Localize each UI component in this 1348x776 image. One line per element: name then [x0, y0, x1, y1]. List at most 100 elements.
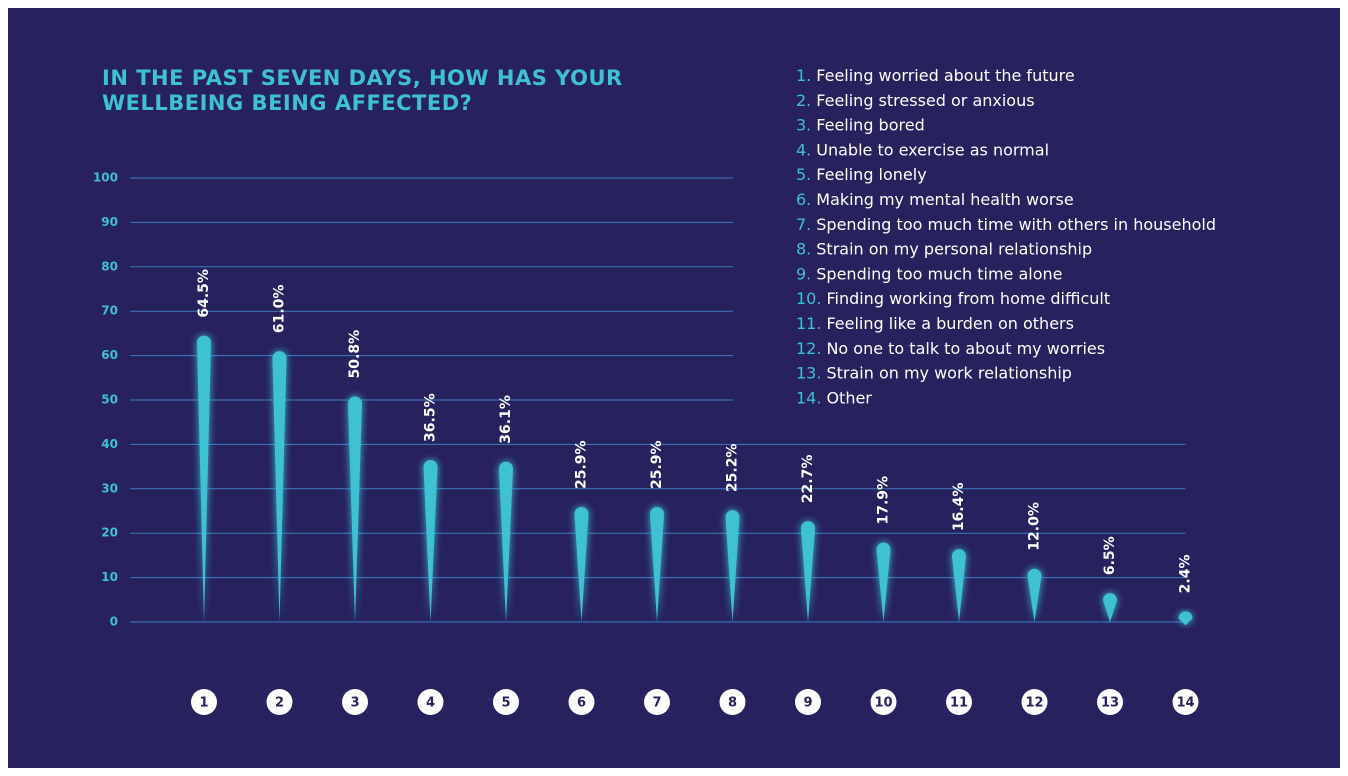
- value-label: 2.4%: [1178, 555, 1194, 594]
- y-tick-label: 40: [101, 437, 118, 451]
- legend-item: 1. Feeling worried about the future: [796, 66, 1075, 85]
- legend-item: 10. Finding working from home difficult: [796, 289, 1110, 308]
- legend-label: Unable to exercise as normal: [816, 140, 1049, 159]
- drop-bar: [197, 335, 211, 622]
- legend-number: 9.: [796, 264, 811, 283]
- drop-bar: [499, 461, 513, 622]
- drop-bar: [272, 351, 287, 622]
- category-badge: [644, 689, 670, 715]
- y-tick-label: 100: [93, 171, 118, 185]
- category-badge: [1097, 689, 1123, 715]
- x-tick-label: 9: [803, 696, 812, 711]
- value-label: 25.2%: [725, 444, 741, 493]
- drop-bar: [650, 507, 664, 622]
- y-tick-label: 50: [101, 393, 118, 407]
- x-tick-label: 12: [1025, 696, 1043, 711]
- chart-title: IN THE PAST SEVEN DAYS, HOW HAS YOUR: [102, 66, 623, 90]
- legend-label: Spending too much time alone: [816, 264, 1062, 283]
- drop-bar: [725, 510, 740, 622]
- legend-number: 10.: [796, 289, 821, 308]
- value-label: 36.5%: [423, 393, 439, 442]
- category-badge: [870, 689, 897, 715]
- legend-label: Feeling like a burden on others: [826, 314, 1074, 333]
- x-tick-label: 10: [874, 696, 892, 711]
- drop-bar: [423, 459, 438, 622]
- legend-number: 12.: [796, 338, 821, 357]
- value-label: 22.7%: [800, 455, 816, 504]
- category-badge: [1172, 689, 1199, 715]
- legend-number: 14.: [796, 388, 821, 407]
- x-tick-label: 4: [426, 696, 435, 711]
- x-tick-label: 6: [577, 696, 586, 711]
- category-badge: [946, 689, 972, 715]
- legend-item: 12. No one to talk to about my worries: [796, 338, 1105, 357]
- legend-number: 7.: [796, 214, 811, 233]
- drop-bar: [876, 542, 891, 622]
- panel: [8, 8, 1340, 768]
- y-tick-label: 0: [110, 615, 118, 629]
- legend-item: 5. Feeling lonely: [796, 165, 927, 184]
- legend-label: Feeling bored: [816, 115, 924, 134]
- legend-label: Feeling stressed or anxious: [816, 90, 1034, 109]
- legend-item: 3. Feeling bored: [796, 115, 925, 134]
- y-tick-label: 90: [101, 215, 118, 229]
- drop-bar: [348, 396, 362, 622]
- y-tick-label: 70: [101, 304, 118, 318]
- category-badge: [568, 689, 595, 715]
- legend-item: 11. Feeling like a burden on others: [796, 314, 1074, 333]
- legend-number: 3.: [796, 115, 811, 134]
- category-badge: [417, 689, 444, 715]
- category-badge: [266, 689, 293, 715]
- legend-number: 6.: [796, 190, 811, 209]
- chart-title: WELLBEING BEING AFFECTED?: [102, 91, 472, 115]
- legend-number: 2.: [796, 90, 811, 109]
- value-label: 6.5%: [1102, 536, 1118, 575]
- x-tick-label: 8: [728, 696, 737, 711]
- legend-item: 6. Making my mental health worse: [796, 190, 1074, 209]
- value-label: 16.4%: [951, 483, 967, 532]
- y-tick-label: 80: [101, 259, 118, 273]
- value-label: 25.9%: [574, 440, 590, 489]
- legend-item: 7. Spending too much time with others in …: [796, 214, 1216, 233]
- x-tick-label: 5: [501, 696, 510, 711]
- value-label: 64.5%: [196, 269, 212, 318]
- x-tick-label: 7: [652, 696, 661, 711]
- category-badge: [719, 689, 746, 715]
- drop-bar: [1103, 593, 1117, 622]
- value-label: 61.0%: [272, 285, 288, 334]
- value-label: 12.0%: [1027, 502, 1043, 551]
- y-tick-label: 10: [101, 570, 118, 584]
- value-label: 50.8%: [347, 330, 363, 379]
- x-tick-label: 2: [275, 696, 284, 711]
- drop-bar: [1178, 611, 1193, 626]
- y-tick-label: 30: [101, 481, 118, 495]
- x-tick-label: 14: [1176, 696, 1194, 711]
- category-badge: [493, 689, 519, 715]
- legend-item: 2. Feeling stressed or anxious: [796, 90, 1035, 109]
- legend-item: 4. Unable to exercise as normal: [796, 140, 1049, 159]
- legend-item: 9. Spending too much time alone: [796, 264, 1063, 283]
- x-tick-label: 13: [1101, 696, 1119, 711]
- y-tick-label: 60: [101, 348, 118, 362]
- value-label: 25.9%: [649, 440, 665, 489]
- legend-item: 13. Strain on my work relationship: [796, 363, 1072, 382]
- legend-label: Feeling worried about the future: [816, 66, 1074, 85]
- category-badge: [191, 689, 217, 715]
- y-tick-label: 20: [101, 526, 118, 540]
- category-badge: [795, 689, 821, 715]
- legend-number: 1.: [796, 66, 811, 85]
- legend-number: 8.: [796, 239, 811, 258]
- legend-number: 5.: [796, 165, 811, 184]
- value-label: 36.1%: [498, 395, 514, 444]
- legend-label: Feeling lonely: [816, 165, 926, 184]
- drop-bar: [952, 549, 966, 622]
- legend-label: No one to talk to about my worries: [826, 338, 1105, 357]
- drop-bar: [574, 507, 589, 622]
- drop-bar: [1027, 568, 1042, 622]
- legend-number: 11.: [796, 314, 821, 333]
- category-badge: [342, 689, 368, 715]
- legend-number: 4.: [796, 140, 811, 159]
- x-tick-label: 1: [199, 696, 208, 711]
- value-label: 17.9%: [876, 476, 892, 525]
